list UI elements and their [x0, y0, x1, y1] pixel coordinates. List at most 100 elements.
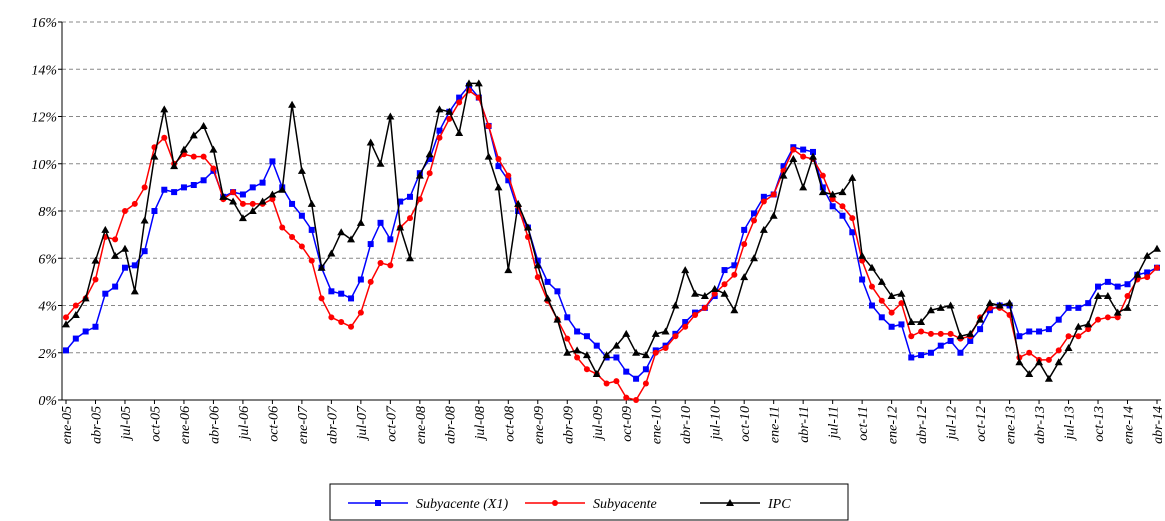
point [789, 155, 798, 163]
x-tick-label: abr-14 [1151, 406, 1165, 444]
x-tick-label: oct-10 [738, 406, 753, 442]
point [317, 263, 326, 271]
x-tick-label: abr-11 [797, 406, 812, 443]
point [170, 162, 179, 170]
point [81, 294, 90, 302]
point [672, 333, 679, 340]
point [1036, 328, 1043, 335]
point [642, 380, 649, 387]
point [141, 248, 148, 255]
point [328, 288, 335, 295]
point [151, 208, 158, 214]
point [877, 277, 886, 285]
y-tick-label: 8% [38, 205, 57, 220]
point [1035, 358, 1044, 366]
point [908, 354, 915, 361]
point [1064, 344, 1073, 352]
point [692, 311, 699, 318]
point [209, 145, 218, 153]
point [200, 177, 207, 184]
point [485, 122, 492, 129]
point [623, 394, 630, 401]
point [455, 129, 464, 137]
point [828, 190, 837, 198]
point [888, 323, 895, 330]
point [515, 208, 522, 214]
x-tick-label: jul-08 [473, 406, 488, 441]
point [819, 184, 826, 191]
point [348, 323, 355, 330]
point [632, 348, 641, 356]
point [534, 257, 541, 264]
point [602, 351, 611, 359]
point [750, 254, 759, 262]
x-tick-label: oct-06 [266, 406, 281, 442]
point [62, 320, 70, 328]
point [1095, 283, 1102, 290]
point [966, 329, 975, 337]
point [741, 226, 748, 233]
point [1044, 374, 1053, 382]
y-tick-label: 12% [31, 111, 57, 126]
point [338, 290, 345, 297]
point [574, 354, 581, 361]
point [937, 342, 944, 349]
point [1095, 316, 1102, 323]
point [366, 138, 375, 146]
point [71, 310, 80, 318]
point [553, 315, 562, 323]
point [907, 318, 916, 326]
point [82, 328, 89, 335]
point [867, 263, 876, 271]
x-tick-label: ene-05 [60, 406, 75, 444]
point [563, 348, 572, 356]
point [977, 326, 984, 333]
point [661, 327, 670, 335]
point [957, 349, 964, 356]
point [1026, 349, 1033, 356]
point [583, 366, 590, 373]
point [1085, 326, 1092, 333]
x-tick-label: oct-05 [148, 406, 163, 442]
point [189, 131, 198, 139]
x-tick-label: oct-08 [502, 406, 517, 442]
x-tick-label: oct-09 [620, 406, 635, 442]
point [387, 236, 394, 243]
point [985, 299, 994, 307]
point [180, 184, 187, 191]
point [533, 261, 542, 269]
point [102, 290, 109, 297]
point [307, 199, 316, 207]
point [397, 198, 404, 205]
point [623, 368, 630, 375]
x-tick-label: ene-10 [650, 406, 665, 444]
point [770, 191, 777, 198]
point [367, 241, 374, 248]
point [112, 283, 119, 290]
point [446, 115, 453, 122]
point [760, 198, 767, 205]
point [573, 346, 582, 354]
point [582, 351, 591, 359]
x-tick-label: abr-09 [561, 406, 576, 444]
point [121, 208, 128, 214]
point [338, 319, 345, 326]
point [219, 192, 228, 200]
x-tick-label: oct-07 [384, 405, 399, 442]
point [838, 188, 847, 196]
point [386, 112, 395, 120]
point [328, 314, 335, 321]
point [514, 199, 523, 207]
point [741, 241, 748, 248]
point [91, 256, 100, 264]
point [751, 217, 758, 224]
point [279, 224, 286, 231]
point [248, 207, 257, 214]
point [289, 233, 296, 240]
point [554, 288, 561, 295]
y-tick-label: 16% [31, 16, 57, 31]
point [356, 218, 365, 226]
point [268, 190, 277, 198]
x-tick-label: oct-11 [856, 406, 871, 441]
point [298, 212, 305, 219]
